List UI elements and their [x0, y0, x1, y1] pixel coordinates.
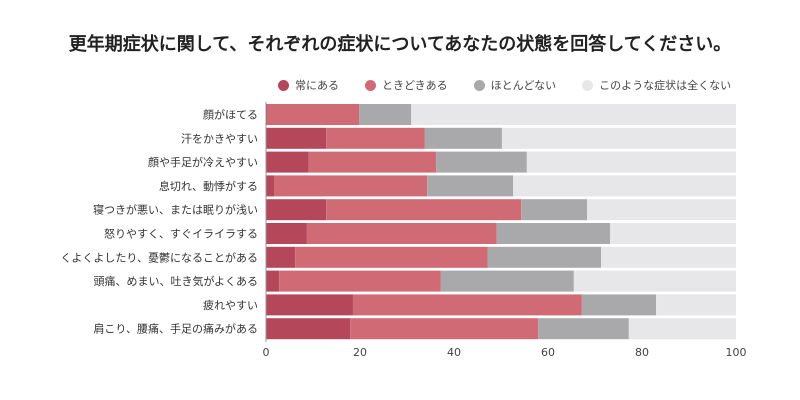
bar-segment	[496, 223, 611, 244]
category-label: 息切れ、動悸がする	[159, 179, 258, 193]
category-label: 疲れやすい	[203, 298, 258, 312]
bar-segment	[440, 270, 574, 292]
bar-segment	[266, 199, 327, 221]
legend-label: ほとんどない	[490, 79, 557, 92]
x-tick-label: 0	[263, 346, 270, 359]
x-tick-label: 100	[726, 346, 747, 359]
legend-item: ときどきある	[365, 77, 448, 93]
legend-label: このような症状は全くない	[599, 79, 732, 92]
x-tick-label: 40	[447, 346, 461, 359]
bar-segment	[436, 151, 527, 173]
bar-segment	[521, 199, 588, 221]
bar-segment	[326, 127, 425, 149]
bar-segment	[350, 318, 539, 340]
bar-segment	[513, 175, 736, 197]
bar-segment	[424, 127, 502, 149]
bar-segment	[266, 223, 307, 244]
chart-title: 更年期症状に関して、それぞれの症状についてあなたの状態を回答してください。	[68, 34, 732, 55]
bar-segment	[601, 246, 736, 268]
bar-segment	[526, 151, 736, 173]
bar-segment	[573, 270, 736, 292]
category-label: くよくよしたり、憂鬱になることがある	[60, 250, 258, 264]
legend-item: 常にある	[278, 77, 339, 93]
bar-segment	[352, 294, 582, 316]
bar-segment	[326, 199, 522, 221]
bar-segment	[587, 199, 736, 221]
bar-segment	[266, 294, 353, 316]
bar-segment	[538, 318, 629, 340]
legend-swatch	[473, 79, 485, 91]
bar-segment	[267, 104, 360, 125]
bar-segment	[266, 151, 309, 173]
bar-segment	[359, 104, 412, 125]
bar-segment	[501, 127, 736, 149]
x-tick-label: 80	[635, 346, 649, 359]
bar-segment	[266, 104, 268, 125]
category-label: 顔や手足が冷えやすい	[148, 155, 258, 169]
legend-label: 常にある	[295, 79, 339, 92]
legend-swatch	[582, 79, 594, 91]
category-label: 顔がほてる	[203, 108, 258, 122]
bar-segment	[266, 175, 274, 197]
category-label: 寝つきが悪い、または眠りが浅い	[93, 203, 258, 217]
bar-segment	[279, 270, 441, 292]
bar-segment	[427, 175, 514, 197]
x-tick-label: 20	[353, 346, 367, 359]
legend-label: ときどきある	[382, 79, 448, 92]
legend-swatch	[365, 79, 376, 91]
category-label: 頭痛、めまい、吐き気がよくある	[94, 274, 258, 288]
bar-segment	[411, 104, 736, 125]
bar-segment	[487, 246, 602, 268]
category-label: 怒りやすく、すぐイライラする	[104, 227, 258, 241]
legend-item: このような症状は全くない	[582, 77, 731, 93]
x-tick-label: 60	[541, 346, 555, 359]
bar-segment	[581, 294, 657, 316]
legend-item: ほとんどない	[473, 77, 557, 93]
bar-segment	[628, 318, 736, 340]
legend: 常にある ときどきある ほとんどない このような症状は全くない	[278, 77, 731, 93]
bar-segment	[610, 223, 736, 244]
bar-segment	[656, 294, 736, 316]
bar-segment	[308, 151, 437, 173]
bar-segment	[266, 318, 351, 340]
legend-swatch	[278, 79, 289, 91]
bar-segment	[266, 246, 296, 268]
bar-segment	[266, 270, 280, 292]
bar-segment	[295, 246, 488, 268]
category-label: 肩こり、腰痛、手足の痛みがある	[93, 322, 258, 336]
bar-segment	[306, 223, 497, 244]
bar-segment	[273, 175, 428, 197]
bar-segment	[266, 127, 327, 149]
category-label: 汗をかきやすい	[181, 132, 258, 145]
